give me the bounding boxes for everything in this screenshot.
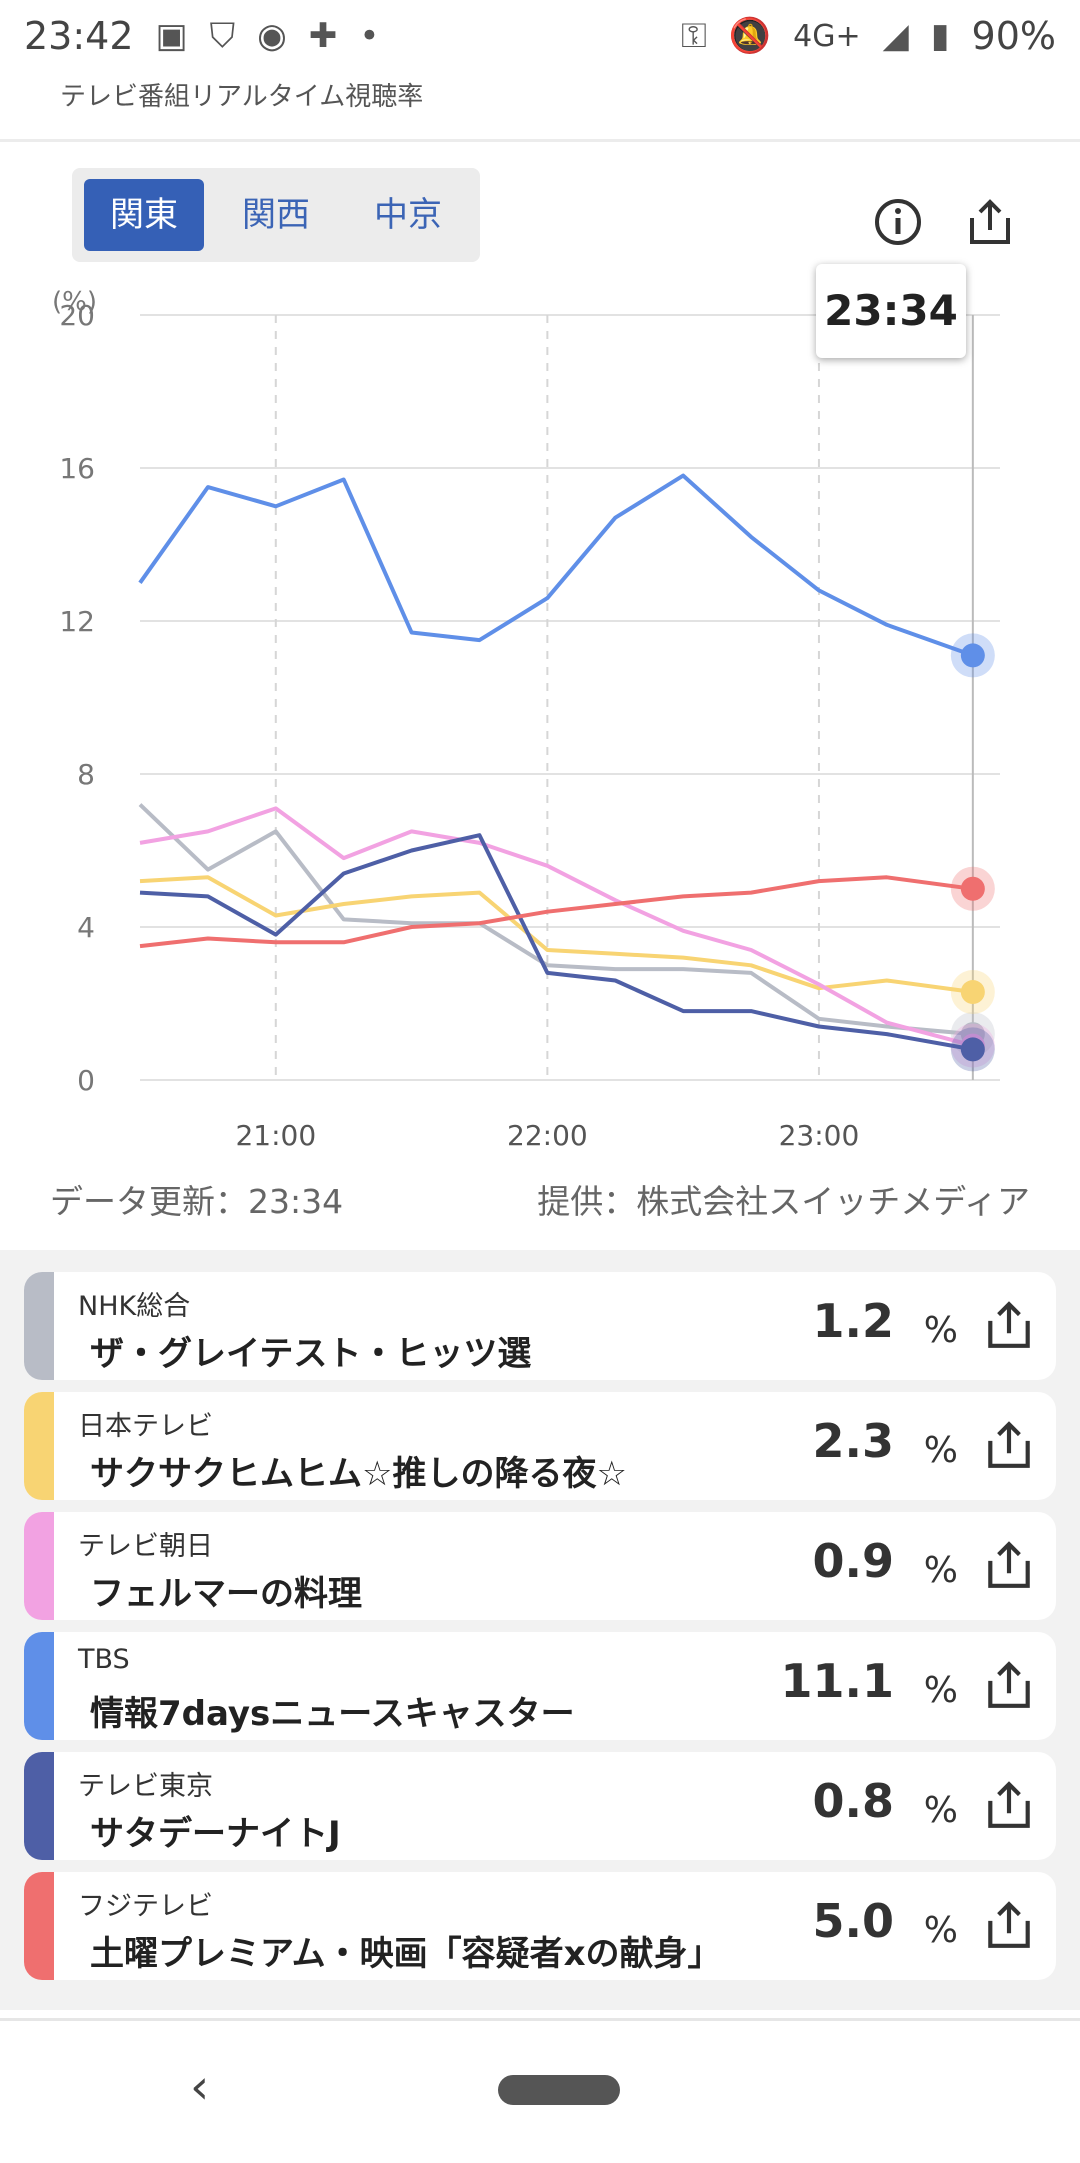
y-tick-label: 20 (59, 299, 95, 332)
home-pill[interactable] (498, 2075, 620, 2105)
program-title: 情報7daysニュースキャスター (90, 1694, 575, 1734)
program-card-cx[interactable]: フジテレビ 土曜プレミアム・映画「容疑者xの献身」 5.0 % (24, 1872, 1056, 1980)
rating-unit: % (923, 1670, 958, 1711)
data-source: 提供：株式会社スイッチメディア (537, 1182, 1030, 1221)
channel-name: TBS (78, 1644, 130, 1675)
share-icon[interactable] (982, 1298, 1036, 1352)
channel-color-bar (24, 1752, 54, 1860)
channel-color-bar (24, 1392, 54, 1500)
program-card-ntv[interactable]: 日本テレビ サクサクヒムヒム☆推しの降る夜☆ 2.3 % (24, 1392, 1056, 1500)
series-line (139, 875, 974, 949)
battery-icon: ▮ (930, 16, 950, 56)
tab-kanto[interactable]: 関東 (84, 179, 204, 251)
x-tick-label: 21:00 (235, 1119, 316, 1152)
status-bar: 23:42 ▣ ⛉ ◉ ✚ • ⚿ 🔕 4G+ ◢ ▮ 90% (0, 0, 1080, 72)
ratings-chart[interactable]: 20 16 12 8 4 0 (%) 21:00 22:00 23:00 (0, 270, 1080, 1170)
update-time: データ更新：23:34 (50, 1182, 344, 1221)
series-line (138, 803, 973, 1037)
share-icon[interactable] (964, 196, 1016, 248)
series-line (139, 833, 974, 1052)
key-icon: ⚿ (680, 16, 707, 56)
y-tick-label: 8 (77, 758, 95, 791)
series-line (138, 473, 974, 658)
series-end-point (960, 643, 985, 668)
dot-icon: • (359, 16, 380, 56)
program-title: サクサクヒムヒム☆推しの降る夜☆ (90, 1454, 627, 1494)
chart-tooltip: 23:34 (816, 264, 966, 358)
series-end-point (960, 876, 985, 901)
rating-value: 5.0 (812, 1894, 895, 1948)
tab-kansai[interactable]: 関西 (242, 195, 310, 235)
battery-level: 90% (971, 14, 1056, 58)
info-icon[interactable] (872, 196, 924, 248)
app-bar: テレビ番組リアルタイム視聴率 (0, 72, 1080, 142)
channel-color-bar (24, 1632, 54, 1740)
channel-name: 日本テレビ (78, 1411, 213, 1442)
rating-value: 0.8 (812, 1774, 895, 1828)
rating-unit: % (923, 1310, 958, 1351)
program-card-ex[interactable]: テレビ朝日 フェルマーの料理 0.9 % (24, 1512, 1056, 1620)
image-icon: ▣ (155, 16, 188, 56)
series-end-point (960, 1037, 985, 1062)
rating-unit: % (923, 1550, 958, 1591)
rating-value: 11.1 (780, 1654, 895, 1708)
share-icon[interactable] (982, 1778, 1036, 1832)
bell-off-icon: 🔕 (728, 16, 772, 56)
program-list: NHK総合 ザ・グレイテスト・ヒッツ選 1.2 % 日本テレビ サクサクヒムヒム… (0, 1250, 1080, 2010)
x-tick-label: 23:00 (779, 1119, 860, 1152)
x-tick-label: 22:00 (507, 1119, 588, 1152)
series-end-point (960, 980, 985, 1005)
share-icon[interactable] (982, 1538, 1036, 1592)
notification-icon: ◉ (257, 16, 287, 56)
network-type: 4G+ (793, 18, 861, 54)
region-tabs: 関東 関西 中京 (72, 168, 480, 262)
program-title: サタデーナイトJ (90, 1814, 341, 1854)
program-card-tbs[interactable]: TBS 情報7daysニュースキャスター 11.1 % (24, 1632, 1056, 1740)
rating-unit: % (923, 1790, 958, 1831)
channel-color-bar (24, 1272, 54, 1380)
program-card-tx[interactable]: テレビ東京 サタデーナイトJ 0.8 % (24, 1752, 1056, 1860)
channel-name: NHK総合 (78, 1291, 191, 1322)
y-tick-label: 16 (59, 452, 95, 485)
series-line (139, 875, 974, 994)
signal-icon: ◢ (882, 16, 909, 56)
program-card-nhk[interactable]: NHK総合 ザ・グレイテスト・ヒッツ選 1.2 % (24, 1272, 1056, 1380)
y-axis-label: (%) (52, 287, 97, 317)
y-tick-label: 4 (77, 911, 95, 944)
shield-icon: ⛉ (209, 16, 236, 56)
chart-footer: データ更新：23:34 提供：株式会社スイッチメディア (0, 1175, 1080, 1235)
tab-chukyo[interactable]: 中京 (374, 195, 442, 235)
channel-name: テレビ朝日 (78, 1531, 213, 1562)
program-title: フェルマーの料理 (90, 1574, 362, 1614)
system-nav-bar: ‹ (0, 2018, 1080, 2163)
y-tick-label: 12 (59, 605, 95, 638)
channel-color-bar (24, 1512, 54, 1620)
chart-actions (872, 196, 1016, 248)
share-icon[interactable] (982, 1898, 1036, 1952)
channel-name: テレビ東京 (78, 1771, 213, 1802)
y-tick-label: 0 (77, 1064, 95, 1097)
series-line (139, 806, 974, 1048)
program-title: 土曜プレミアム・映画「容疑者xの献身」 (90, 1934, 722, 1974)
app-title: テレビ番組リアルタイム視聴率 (60, 82, 424, 112)
share-icon[interactable] (982, 1418, 1036, 1472)
rating-value: 0.9 (812, 1534, 895, 1588)
channel-color-bar (24, 1872, 54, 1980)
rating-unit: % (923, 1910, 958, 1951)
rating-value: 1.2 (812, 1294, 895, 1348)
chat-plus-icon: ✚ (308, 16, 338, 56)
channel-name: フジテレビ (78, 1891, 213, 1922)
share-icon[interactable] (982, 1658, 1036, 1712)
back-icon[interactable]: ‹ (190, 2059, 210, 2115)
status-time: 23:42 (24, 14, 134, 58)
rating-value: 2.3 (812, 1414, 895, 1468)
program-title: ザ・グレイテスト・ヒッツ選 (90, 1334, 532, 1374)
rating-unit: % (923, 1430, 958, 1471)
